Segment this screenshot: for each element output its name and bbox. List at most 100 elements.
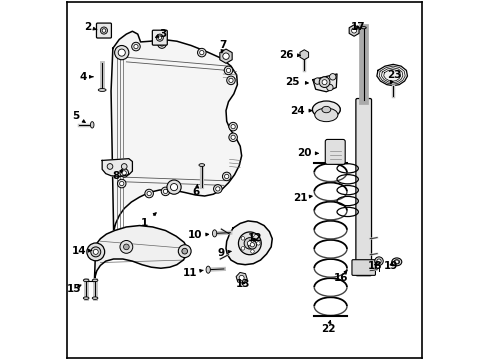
Text: 10: 10 xyxy=(187,230,208,240)
Polygon shape xyxy=(225,221,272,265)
Text: 15: 15 xyxy=(67,284,81,293)
Ellipse shape xyxy=(391,258,401,266)
Circle shape xyxy=(144,189,153,198)
Circle shape xyxy=(199,50,203,55)
Text: 8: 8 xyxy=(112,170,122,181)
Circle shape xyxy=(160,42,164,46)
Text: 14: 14 xyxy=(72,246,92,256)
Polygon shape xyxy=(312,74,336,92)
Ellipse shape xyxy=(199,164,204,166)
Circle shape xyxy=(134,44,138,49)
Text: 7: 7 xyxy=(219,40,226,53)
Circle shape xyxy=(322,80,326,85)
FancyBboxPatch shape xyxy=(96,23,111,38)
Circle shape xyxy=(123,244,129,250)
Circle shape xyxy=(120,181,123,186)
Text: 2: 2 xyxy=(84,22,97,32)
Circle shape xyxy=(114,45,129,60)
Circle shape xyxy=(247,240,256,249)
Circle shape xyxy=(250,243,254,247)
Text: 19: 19 xyxy=(383,261,398,271)
Ellipse shape xyxy=(312,101,340,118)
Circle shape xyxy=(230,125,235,129)
Ellipse shape xyxy=(205,266,210,273)
Circle shape xyxy=(250,233,254,237)
FancyBboxPatch shape xyxy=(351,260,375,275)
Text: 4: 4 xyxy=(80,72,93,82)
Text: 1: 1 xyxy=(141,213,156,228)
Circle shape xyxy=(120,240,133,253)
Text: 26: 26 xyxy=(279,50,300,60)
Polygon shape xyxy=(94,226,187,283)
Text: 25: 25 xyxy=(285,77,307,87)
Text: 3: 3 xyxy=(155,29,166,39)
Circle shape xyxy=(158,36,161,40)
Circle shape xyxy=(228,122,237,131)
Circle shape xyxy=(121,164,127,169)
Circle shape xyxy=(131,42,140,51)
Ellipse shape xyxy=(83,297,89,300)
Circle shape xyxy=(326,84,332,91)
Polygon shape xyxy=(376,64,407,86)
Text: 21: 21 xyxy=(293,193,311,203)
Circle shape xyxy=(93,249,98,255)
Circle shape xyxy=(107,164,113,169)
Ellipse shape xyxy=(92,297,98,300)
Circle shape xyxy=(256,242,260,245)
Circle shape xyxy=(224,174,228,179)
FancyBboxPatch shape xyxy=(355,99,371,276)
Circle shape xyxy=(226,76,235,85)
Circle shape xyxy=(213,185,222,193)
Text: 17: 17 xyxy=(350,22,365,32)
Circle shape xyxy=(120,168,128,177)
Circle shape xyxy=(161,187,169,195)
Circle shape xyxy=(319,77,329,87)
Ellipse shape xyxy=(321,106,330,113)
Ellipse shape xyxy=(90,122,94,128)
Circle shape xyxy=(228,78,233,82)
Circle shape xyxy=(117,179,126,188)
Circle shape xyxy=(394,260,398,264)
Text: 22: 22 xyxy=(320,320,335,334)
Circle shape xyxy=(122,171,126,175)
Circle shape xyxy=(87,243,104,261)
Circle shape xyxy=(314,78,320,84)
Circle shape xyxy=(226,68,230,72)
Ellipse shape xyxy=(83,279,89,282)
Circle shape xyxy=(147,192,151,195)
Text: 11: 11 xyxy=(183,267,203,278)
Circle shape xyxy=(374,257,383,265)
Text: 6: 6 xyxy=(192,184,200,197)
Circle shape xyxy=(238,232,261,255)
Circle shape xyxy=(351,28,356,33)
Polygon shape xyxy=(111,31,241,247)
Text: 5: 5 xyxy=(72,111,85,122)
Circle shape xyxy=(247,241,252,246)
Circle shape xyxy=(100,27,107,34)
Ellipse shape xyxy=(98,89,106,91)
Circle shape xyxy=(197,48,205,57)
Circle shape xyxy=(224,66,232,75)
Ellipse shape xyxy=(212,230,216,237)
Circle shape xyxy=(244,238,255,249)
Ellipse shape xyxy=(314,108,337,122)
Circle shape xyxy=(170,184,177,191)
Text: 13: 13 xyxy=(236,279,250,289)
Circle shape xyxy=(102,29,105,32)
Circle shape xyxy=(241,247,244,250)
Ellipse shape xyxy=(92,279,98,282)
Polygon shape xyxy=(102,159,132,176)
Text: 12: 12 xyxy=(247,233,262,243)
Circle shape xyxy=(182,248,187,254)
Circle shape xyxy=(215,187,220,191)
Ellipse shape xyxy=(393,260,399,264)
Circle shape xyxy=(329,73,335,80)
Circle shape xyxy=(230,135,235,139)
Circle shape xyxy=(156,34,163,41)
Circle shape xyxy=(163,189,167,194)
Circle shape xyxy=(376,259,380,263)
Circle shape xyxy=(250,250,254,253)
Circle shape xyxy=(91,247,101,257)
Circle shape xyxy=(222,172,230,181)
Ellipse shape xyxy=(361,27,366,29)
